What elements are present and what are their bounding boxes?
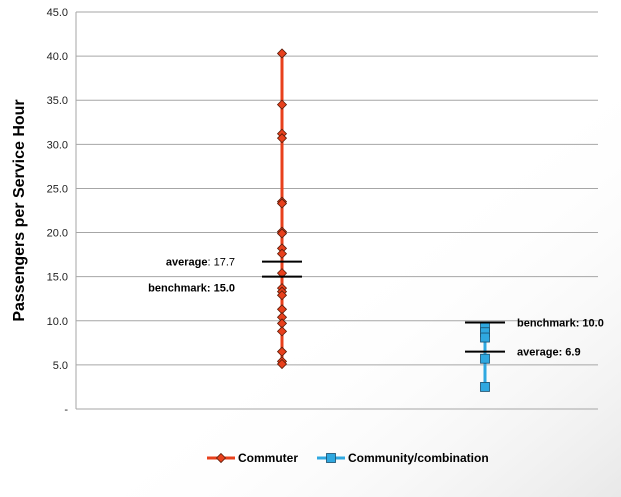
data-point — [276, 99, 288, 110]
annotation-label: average: 17.7 — [166, 257, 235, 269]
annotation-community-bench: benchmark: 10.0 — [465, 318, 604, 330]
annotation-label-bold: average: 6.9 — [517, 347, 581, 359]
annotations-layer: average: 17.7 benchmark: 15.0 benchmark: 1… — [148, 257, 604, 359]
legend-label: Community/combination — [348, 451, 489, 465]
legend-item-community: Community/combination — [317, 451, 489, 465]
series-commuter — [276, 48, 288, 370]
annotation-community-avg: average: 6.9 — [465, 347, 581, 359]
annotation-label-bold: average — [166, 257, 208, 269]
annotation-label-bold: benchmark: 15.0 — [148, 283, 235, 295]
annotation-commuter-bench: benchmark: 15.0 — [148, 275, 302, 295]
data-point — [480, 353, 490, 364]
annotation-label-value: : 17.7 — [207, 257, 235, 269]
y-tick-label: 45.0 — [47, 7, 68, 19]
annotation-label: benchmark: 15.0 — [148, 283, 235, 295]
legend-label: Commuter — [238, 451, 298, 465]
series-community — [480, 322, 490, 392]
legend: Commuter Community/combination — [207, 451, 489, 465]
y-tick-label: 25.0 — [47, 183, 68, 195]
grid-lines — [75, 11, 598, 410]
y-tick-label: 20.0 — [47, 228, 68, 240]
y-tick-label: 30.0 — [47, 139, 68, 151]
legend-item-commuter: Commuter — [207, 451, 298, 465]
data-point — [480, 332, 490, 343]
legend-marker-square — [326, 453, 336, 463]
data-point — [276, 198, 288, 209]
data-point — [276, 326, 288, 337]
annotation-label: benchmark: 10.0 — [517, 318, 604, 330]
annotation-commuter-avg: average: 17.7 — [166, 257, 302, 269]
data-point — [480, 382, 490, 392]
series-layer — [276, 48, 490, 392]
annotation-label-bold: benchmark: 10.0 — [517, 318, 604, 330]
data-point — [276, 358, 288, 370]
data-point — [276, 290, 288, 301]
data-point — [276, 248, 288, 259]
y-tick-label: 15.0 — [47, 272, 68, 284]
y-tick-label: 35.0 — [47, 95, 68, 107]
data-point — [276, 346, 288, 357]
y-axis-label: Passengers per Service Hour — [11, 99, 28, 321]
y-tick-label: 5.0 — [53, 360, 68, 372]
y-tick-label: 40.0 — [47, 51, 68, 63]
y-tick-labels: - 5.0 10.0 15.0 20.0 25.0 30.0 35.0 40.0 45.0 — [47, 7, 69, 416]
y-tick-label: - — [64, 404, 68, 416]
data-point — [276, 133, 288, 144]
data-point — [276, 48, 288, 59]
legend-marker-diamond — [215, 452, 227, 464]
y-tick-label: 10.0 — [47, 316, 68, 328]
annotation-label: average: 6.9 — [517, 347, 581, 359]
data-point — [276, 228, 288, 239]
